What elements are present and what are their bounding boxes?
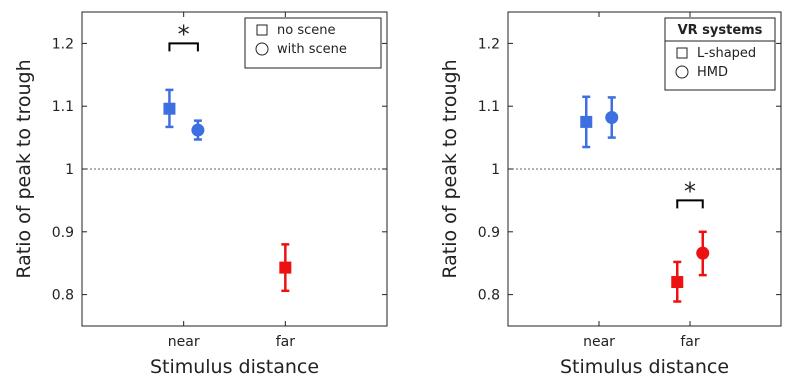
x-tick-label: near: [168, 334, 200, 350]
significance-star: *: [684, 177, 696, 205]
legend-entry-label: HMD: [697, 65, 728, 80]
circle-marker: [191, 123, 205, 137]
data-point-far-square: [671, 260, 684, 303]
x-axis-label: Stimulus distance: [560, 356, 729, 378]
legend-circle-icon: [675, 65, 689, 79]
square-marker: [580, 115, 593, 128]
legend-entry-label: with scene: [277, 42, 347, 57]
legend: VR systems L-shaped HMD: [664, 17, 776, 91]
y-tick-label: 1: [65, 162, 74, 178]
y-tick-label: 1.2: [52, 36, 74, 52]
data-point-near-circle: [605, 96, 619, 139]
y-tick-label: 0.9: [478, 225, 500, 241]
y-axis-label: Ratio of peak to trough: [13, 59, 35, 278]
data-point-far-square: [279, 243, 292, 293]
y-tick-label: 1: [491, 162, 500, 178]
legend-entry-label: no scene: [277, 23, 335, 38]
y-tick-label: 0.8: [52, 288, 74, 304]
y-tick-label: 1.1: [478, 99, 500, 115]
chart-panel-2: 0.8 0.9 1 1.1 1.2 near far Stimulus distance Rat…: [439, 11, 782, 378]
x-tick-label: near: [583, 334, 615, 350]
legend-box: [244, 17, 382, 69]
y-tick-label: 0.9: [52, 225, 74, 241]
square-marker: [671, 276, 684, 289]
y-axis-label: Ratio of peak to trough: [439, 59, 461, 278]
data-point-near-square: [580, 95, 593, 149]
x-tick-label: far: [680, 334, 700, 350]
x-tick-label: far: [276, 334, 296, 350]
data-point-far-circle: [696, 230, 710, 277]
legend-square-icon: [676, 47, 688, 59]
square-marker: [279, 261, 292, 274]
y-tick-label: 0.8: [478, 288, 500, 304]
data-point-near-circle: [191, 119, 205, 141]
significance-bracket: [676, 199, 704, 209]
x-axis-label: Stimulus distance: [150, 356, 319, 378]
circle-marker: [605, 111, 619, 125]
square-marker: [163, 102, 176, 115]
legend-entry-label: L-shaped: [697, 46, 756, 61]
legend-circle-icon: [255, 42, 269, 56]
y-tick-label: 1.2: [478, 36, 500, 52]
y-tick-label: 1.1: [52, 99, 74, 115]
chart-panel-1: 0.8 0.9 1 1.1 1.2 near far Stimulus distance Rat…: [13, 11, 388, 378]
significance-star: *: [178, 20, 190, 48]
legend-title: VR systems: [678, 23, 763, 38]
data-point-near-square: [163, 88, 176, 129]
legend: no scene with scene: [244, 17, 382, 69]
legend-square-icon: [256, 24, 268, 36]
significance-bracket: [168, 42, 199, 52]
circle-marker: [696, 246, 710, 260]
